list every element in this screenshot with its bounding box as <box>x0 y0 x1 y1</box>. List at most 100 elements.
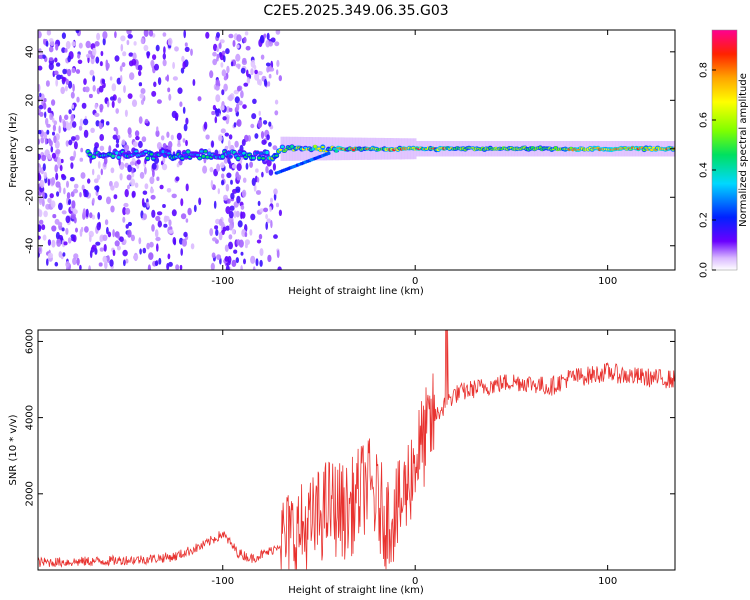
spectrogram-noise-cell <box>59 164 63 172</box>
spectrogram-noise-cell <box>45 40 49 47</box>
spectrogram-ridge-cell <box>149 153 154 156</box>
spectrogram-y-tick-label: 40 <box>25 45 36 58</box>
spectrogram-noise-cell <box>278 75 282 82</box>
spectrogram-noise-cell <box>88 93 93 99</box>
spectrogram-noise-cell <box>71 136 76 141</box>
spectrogram-noise-cell <box>70 191 75 198</box>
spectrogram-noise-cell <box>102 255 108 263</box>
spectrogram-noise-cell <box>90 127 95 133</box>
spectrogram-noise-cell <box>233 210 237 219</box>
spectrogram-noise-cell <box>168 141 173 149</box>
spectrogram-noise-cell <box>107 231 112 238</box>
spectrogram-noise-cell <box>61 32 66 39</box>
spectrogram-noise-cell <box>152 54 157 60</box>
spectrogram-noise-cell <box>102 31 108 40</box>
spectrogram-noise-cell <box>91 244 97 250</box>
spectrogram-noise-cell <box>65 215 71 224</box>
spectrogram-noise-cell <box>228 134 233 140</box>
spectrogram-noise-cell <box>92 85 96 92</box>
spectrogram-noise-cell <box>70 162 74 170</box>
spectrogram-noise-cell <box>75 227 78 233</box>
spectrogram-noise-cell <box>277 266 282 270</box>
spectrogram-noise-cell <box>69 177 75 182</box>
spectrogram-noise-cell <box>138 82 143 87</box>
spectrogram-noise-cell <box>128 52 134 57</box>
spectrogram-noise-cell <box>146 201 150 208</box>
spectrogram-noise-cell <box>89 249 93 259</box>
spectrogram-noise-cell <box>268 41 274 47</box>
spectrogram-noise-cell <box>149 176 155 185</box>
spectrogram-noise-cell <box>112 134 118 140</box>
spectrogram-noise-cell <box>66 68 72 77</box>
spectrogram-noise-cell <box>77 59 83 64</box>
snr-y-tick-label: 4000 <box>25 405 36 430</box>
spectrogram-noise-cell <box>253 64 257 70</box>
spectrogram-noise-cell <box>42 163 46 172</box>
spectrogram-noise-cell <box>203 121 208 130</box>
spectrogram-noise-cell <box>274 110 279 116</box>
spectrogram-noise-cell <box>167 87 171 93</box>
spectrogram-noise-cell <box>174 46 179 52</box>
spectrogram-noise-cell <box>214 116 218 124</box>
spectrogram-noise-cell <box>98 262 103 267</box>
spectrogram-noise-cell <box>250 123 255 129</box>
spectrogram-noise-cell <box>65 40 71 50</box>
spectrogram-noise-cell <box>176 163 180 168</box>
spectrogram-noise-cell <box>96 185 100 193</box>
spectrogram-ridge-cell <box>182 152 187 154</box>
spectrogram-noise-cell <box>100 61 103 67</box>
spectrogram-x-tick-label: 0 <box>412 276 418 287</box>
spectrogram-noise-cell <box>84 226 89 233</box>
spectrogram-noise-cell <box>234 96 240 104</box>
spectrogram-noise-cell <box>211 252 216 259</box>
spectrogram-noise-cell <box>148 252 154 260</box>
spectrogram-noise-cell <box>52 214 57 219</box>
spectrogram-noise-cell <box>219 39 225 44</box>
spectrogram-noise-cell <box>56 239 60 244</box>
spectrogram-noise-cell <box>60 86 65 95</box>
spectrogram-noise-cell <box>184 42 188 47</box>
spectrogram-noise-cell <box>134 130 140 137</box>
spectrogram-noise-cell <box>213 200 217 209</box>
spectrogram-noise-cell <box>71 104 75 109</box>
spectrogram-noise-cell <box>243 36 247 44</box>
spectrogram-noise-cell <box>95 56 100 64</box>
spectrogram-noise-cell <box>227 255 232 264</box>
spectrogram-noise-cell <box>166 131 170 138</box>
spectrogram-noise-cell <box>236 121 240 126</box>
spectrogram-noise-cell <box>240 90 244 99</box>
snr-y-tick-label: 6000 <box>25 329 36 354</box>
spectrogram-noise-cell <box>85 40 91 49</box>
spectrogram-noise-cell <box>246 69 249 77</box>
spectrogram-noise-cell <box>68 139 73 146</box>
spectrogram-noise-cell <box>121 139 126 146</box>
spectrogram-ridge-cell <box>145 157 150 160</box>
spectrogram-noise-cell <box>138 140 143 149</box>
colorbar-gradient <box>712 30 737 270</box>
spectrogram-noise-cell <box>139 248 142 255</box>
spectrogram-noise-cell <box>49 140 53 147</box>
snr-y-tick-label: 2000 <box>25 481 36 506</box>
spectrogram-noise-cell <box>229 205 235 211</box>
spectrogram-noise-cell <box>61 210 67 215</box>
spectrogram-noise-cell <box>66 180 69 188</box>
spectrogram-noise-cell <box>115 138 120 144</box>
spectrogram-noise-cell <box>122 207 127 216</box>
spectrogram-noise-cell <box>47 197 52 204</box>
spectrogram-noise-cell <box>156 142 162 150</box>
spectrogram-noise-cell <box>76 257 80 266</box>
spectrogram-noise-cell <box>38 129 42 135</box>
spectrogram-noise-cell <box>265 39 271 48</box>
spectrogram-noise-cell <box>240 251 244 256</box>
spectrogram-noise-cell <box>120 35 126 42</box>
spectrogram-noise-cell <box>138 70 142 77</box>
spectrogram-noise-cell <box>106 255 110 264</box>
spectrogram-noise-cell <box>96 32 101 41</box>
snr-x-tick-label: 0 <box>412 576 418 587</box>
spectrogram-noise-cell <box>228 241 233 250</box>
spectrogram-noise-cell <box>132 141 138 148</box>
spectrogram-noise-cell <box>127 34 133 39</box>
spectrogram-noise-cell <box>52 124 57 132</box>
spectrogram-noise-cell <box>152 169 155 178</box>
spectrogram-noise-cell <box>216 163 221 172</box>
